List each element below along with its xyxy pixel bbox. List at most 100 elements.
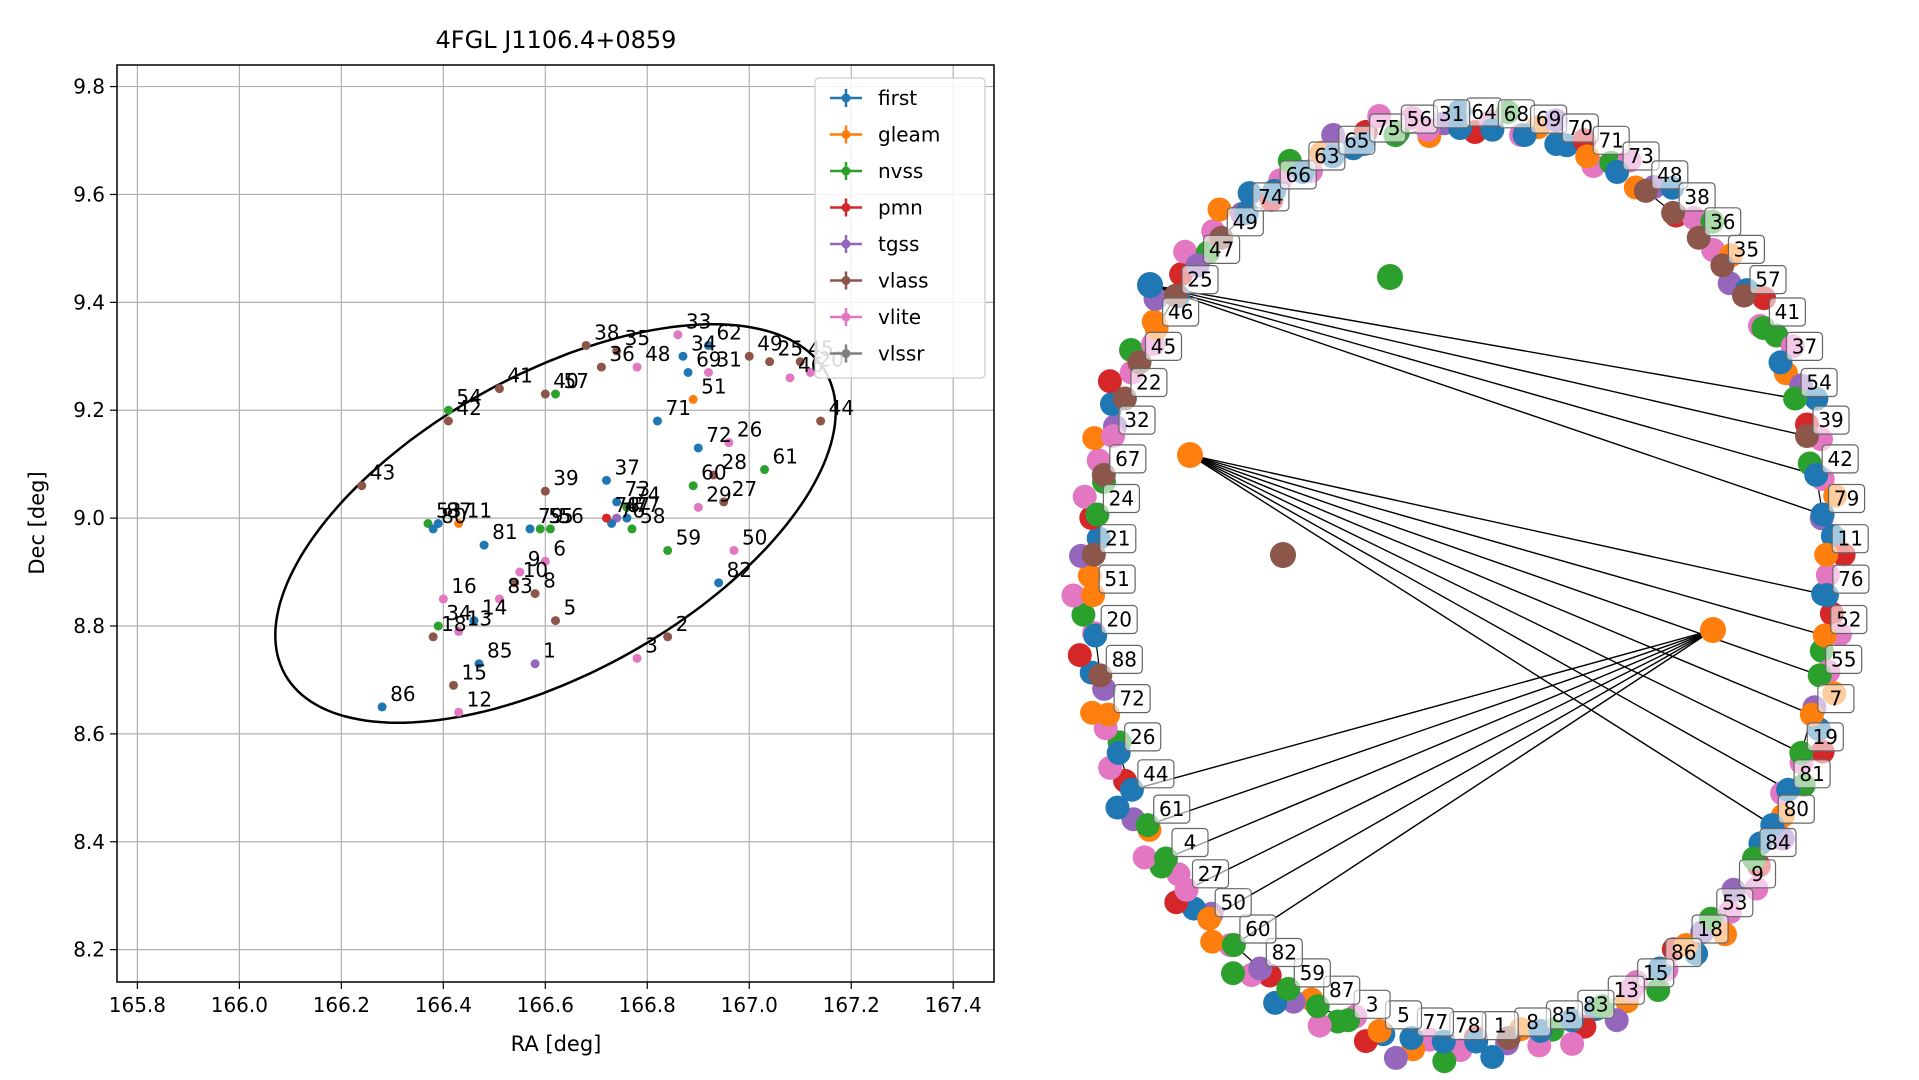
network-node-label-box <box>1665 937 1703 968</box>
network-node-label-box <box>1704 207 1742 237</box>
point-label: 31 <box>716 347 741 371</box>
scatter-point <box>551 389 560 399</box>
network-node-label: 60 <box>1245 917 1270 941</box>
network-node-label: 73 <box>1628 144 1653 168</box>
network-node-label: 74 <box>1258 185 1283 209</box>
network-node-label-box <box>1831 524 1869 554</box>
point-label: 48 <box>645 342 670 366</box>
legend-entry: first <box>878 86 917 110</box>
network-edge <box>1147 629 1714 826</box>
legend-entry: vlass <box>878 269 929 293</box>
scatter-point <box>479 540 489 550</box>
scatter-point <box>525 524 535 534</box>
scatter-point <box>601 475 611 485</box>
network-node-label: 24 <box>1109 487 1134 511</box>
y-tick-label: 8.2 <box>73 938 105 962</box>
legend-entry: gleam <box>878 123 940 147</box>
y-tick-label: 9.8 <box>73 75 105 99</box>
confidence-ellipse <box>274 323 837 724</box>
network-node-label-box <box>1191 859 1230 889</box>
point-label: 79 <box>538 504 563 528</box>
scatter-point <box>377 702 387 712</box>
scatter-point <box>622 502 632 512</box>
x-tick-label: 166.4 <box>415 993 472 1017</box>
network-node-label-box <box>1252 182 1290 212</box>
point-label: 10 <box>523 558 548 582</box>
network-node <box>1132 845 1157 870</box>
network-node-label: 63 <box>1314 144 1339 168</box>
network-node-label: 85 <box>1552 1003 1577 1027</box>
network-node-label-box <box>1759 827 1797 858</box>
network-node-label: 31 <box>1439 102 1464 126</box>
point-label: 71 <box>665 396 690 420</box>
point-label: 18 <box>441 612 466 636</box>
network-panel: 64 68 69 7071734838363557413754394279117652… <box>1061 97 1870 1074</box>
x-tick-label: 167.0 <box>721 993 778 1017</box>
network-node-label: 56 <box>1407 107 1432 131</box>
network-node <box>1071 602 1096 627</box>
network-node-label: 47 <box>1209 237 1234 261</box>
scatter-point <box>454 519 464 528</box>
network-node-label-box <box>1214 888 1252 918</box>
network-node-label: 75 <box>1375 116 1400 140</box>
y-axis-label: Dec [deg] <box>25 471 49 574</box>
network-node-label: 35 <box>1734 237 1759 261</box>
scatter-point <box>663 632 673 642</box>
point-label: 73 <box>625 477 650 501</box>
network-node <box>1377 264 1403 290</box>
network-edge <box>1189 454 1825 637</box>
point-label: 15 <box>462 660 487 684</box>
network-node-label: 79 <box>1834 487 1859 511</box>
point-label: 9 <box>528 547 541 571</box>
network-node <box>1200 929 1225 954</box>
point-label: 40 <box>553 369 578 393</box>
network-edge <box>1189 454 1802 754</box>
network-node-label: 51 <box>1104 567 1129 591</box>
point-label: 26 <box>737 418 762 442</box>
network-node-label-box <box>1785 331 1824 361</box>
scatter-point <box>805 367 815 377</box>
network-node-label-box <box>1137 759 1175 789</box>
scatter-point <box>688 481 698 491</box>
network-node-label: 67 <box>1115 447 1140 471</box>
network-node-label: 22 <box>1136 371 1161 395</box>
x-tick-label: 167.4 <box>925 993 982 1017</box>
network-node-label-box <box>1749 265 1787 295</box>
network-node-label: 7 <box>1830 687 1843 711</box>
network-node-label: 41 <box>1775 300 1800 324</box>
scatter-point <box>510 578 520 588</box>
point-label: 85 <box>487 639 512 663</box>
network-node <box>1480 1045 1505 1069</box>
point-label: 58 <box>640 504 665 528</box>
network-node-label: 83 <box>1583 992 1608 1016</box>
network-node-label-box <box>1827 483 1866 514</box>
y-tick-label: 9.0 <box>73 506 105 530</box>
scatter-point <box>443 405 453 415</box>
network-node-label-box <box>1832 564 1870 594</box>
network-node-label: 48 <box>1657 163 1682 187</box>
network-node-label-box <box>1592 125 1630 155</box>
network-node-label: 68 <box>1504 102 1529 126</box>
legend-marker <box>841 203 851 212</box>
network-node-label: 4 <box>1184 831 1197 855</box>
network-node-label: 36 <box>1710 210 1735 234</box>
point-label: 44 <box>829 396 854 420</box>
network-node-label-box <box>1793 759 1831 789</box>
network-node-label-box <box>1432 99 1471 129</box>
point-label: 2 <box>676 612 689 636</box>
scatter-point <box>719 497 729 507</box>
network-node-label: 59 <box>1300 961 1325 985</box>
network-node <box>1077 563 1102 588</box>
scatter-point <box>688 394 698 404</box>
network-node-label: 15 <box>1643 961 1668 985</box>
network-node-label-box <box>1622 141 1660 171</box>
network-node-label-box <box>1202 234 1241 264</box>
scatter-point <box>469 616 479 626</box>
point-label: 43 <box>370 461 395 485</box>
legend-entry: pmn <box>878 196 923 220</box>
scatter-point <box>596 362 606 372</box>
scatter-point <box>612 497 622 507</box>
network-node-label-box <box>1130 367 1168 398</box>
point-label: 61 <box>773 445 798 469</box>
network-node-label: 19 <box>1813 725 1838 749</box>
